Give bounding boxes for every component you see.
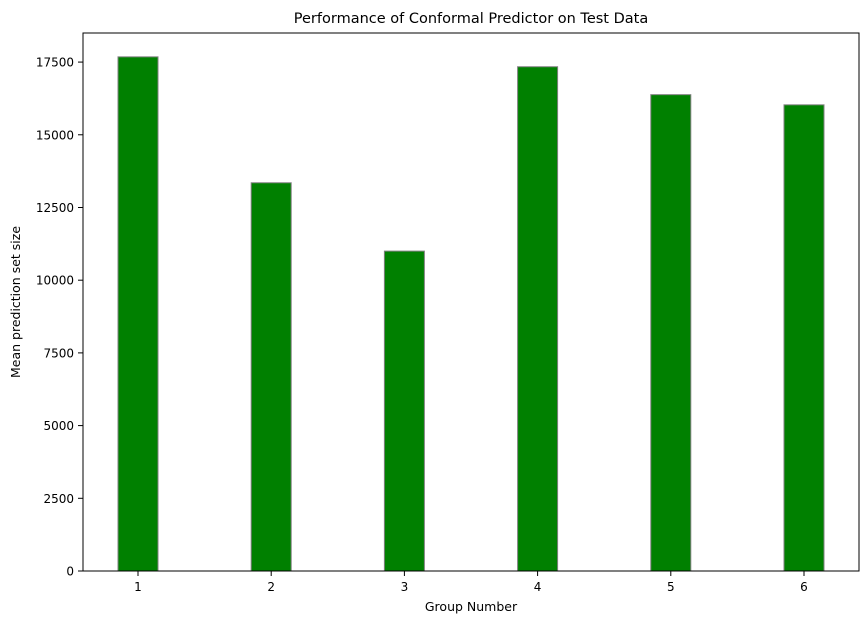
bar-group-1 [117, 56, 159, 572]
x-axis-ticks: 1 2 3 4 5 6 [134, 571, 808, 594]
bar-group-4 [517, 66, 559, 572]
bar-group-2 [250, 182, 292, 572]
plot-frame [82, 32, 860, 572]
y-tick-label: 7500 [43, 346, 74, 360]
x-tick-label: 5 [667, 580, 675, 594]
x-tick-label: 3 [401, 580, 409, 594]
x-axis-label: Group Number [425, 599, 518, 614]
x-tick-label: 2 [267, 580, 275, 594]
y-tick-label: 12500 [36, 201, 74, 215]
y-tick-label: 0 [66, 565, 74, 579]
x-tick-label: 6 [800, 580, 808, 594]
bar-group-6 [783, 104, 825, 572]
y-tick-label: 15000 [36, 128, 74, 142]
bar-group-3 [383, 250, 425, 572]
bars-group [117, 56, 825, 572]
bar-group-5 [650, 94, 692, 572]
y-tick-label: 2500 [43, 492, 74, 506]
y-axis-label: Mean prediction set size [8, 226, 23, 378]
y-axis-ticks: 0 2500 5000 7500 10000 12500 15000 17500 [36, 56, 83, 579]
y-tick-label: 5000 [43, 419, 74, 433]
x-tick-label: 4 [534, 580, 542, 594]
chart-title: Performance of Conformal Predictor on Te… [294, 11, 648, 27]
y-tick-label: 17500 [36, 56, 74, 70]
y-tick-label: 10000 [36, 274, 74, 288]
x-tick-label: 1 [134, 580, 142, 594]
